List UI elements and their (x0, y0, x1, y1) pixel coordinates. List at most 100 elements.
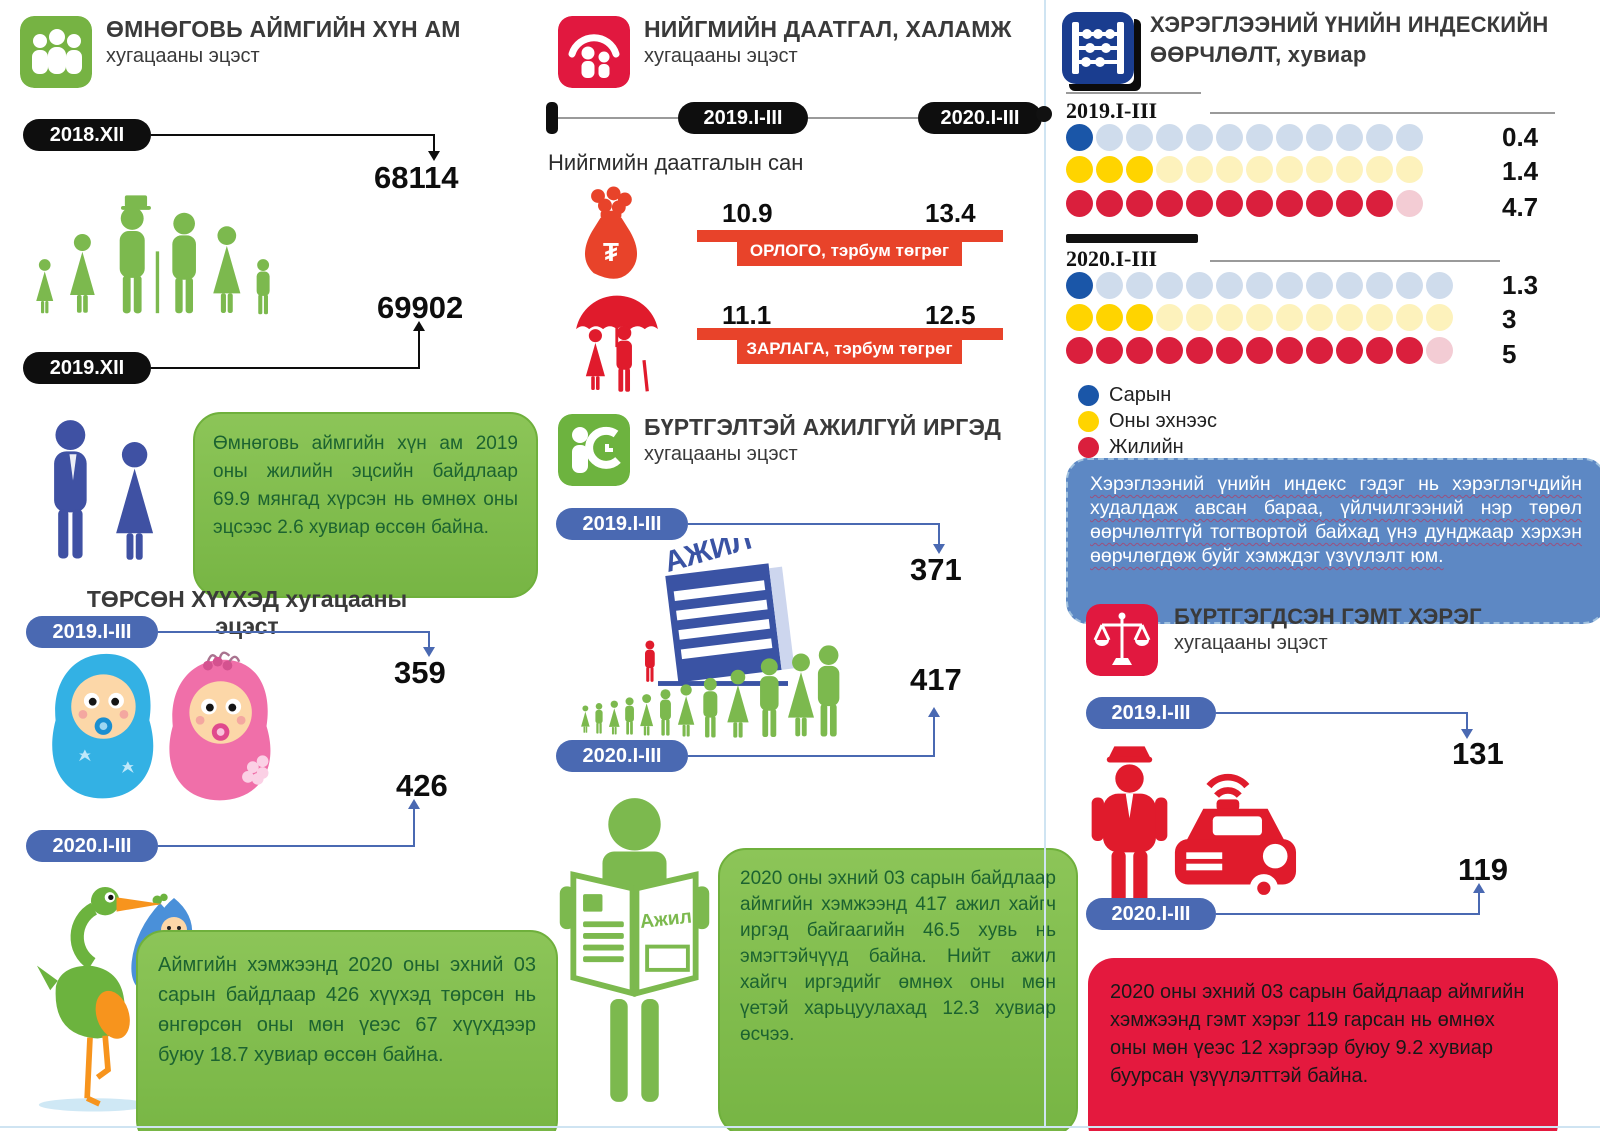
births-note-text: Аймгийн хэмжээнд 2020 оны эхний 03 сарын… (158, 954, 536, 1066)
population-header: ӨМНӨГОВЬ АЙМГИЙН ХҮН АМ хугацааны эцэст (20, 16, 461, 88)
cpi-title: ХЭРЭГЛЭЭНИЙ ҮНИЙН ИНДЕСКИЙН (1150, 12, 1549, 37)
cpi-period-2020: 2020.I-III (1066, 246, 1158, 271)
bottom-rule (0, 1126, 1600, 1128)
period-pill-2019-xii: 2019.XII (23, 352, 151, 384)
arrow-head-down (933, 544, 945, 554)
arrow-head-up (1473, 883, 1485, 893)
expense-2020-value: 12.5 (925, 300, 976, 330)
income-2019-value: 10.9 (722, 198, 773, 228)
arrow-line (158, 631, 430, 633)
arrow-line (688, 755, 935, 757)
crime-pill-2019: 2019.I-III (1086, 697, 1216, 729)
cpi-2020-ytd-value: 3 (1502, 304, 1517, 334)
newspaper-sign: Ажил (639, 906, 693, 933)
unemployed-header: БҮРТГЭЛТЭЙ АЖИЛГҮЙ ИРГЭД хугацааны эцэст (558, 414, 1001, 486)
unemployed-pill-2020: 2020.I-III (556, 740, 688, 772)
insurance-subtitle: хугацааны эцэст (644, 45, 798, 67)
arrow-head-up (413, 321, 425, 331)
baby-boy (52, 653, 154, 799)
arrow-head-down (423, 647, 435, 657)
cpi-rule (1066, 92, 1201, 94)
cpi-2020-yearly-value: 5 (1502, 339, 1517, 369)
baby-girl (169, 651, 271, 801)
justice-scales-icon (1086, 604, 1158, 676)
arrow-head-up (408, 799, 420, 809)
population-note-box: Өмнөговь аймгийн хүн ам 2019 оны жилийн … (193, 412, 538, 598)
births-note-box: Аймгийн хэмжээнд 2020 оны эхний 03 сарын… (136, 930, 558, 1131)
unemployed-2020-value: 417 (910, 662, 962, 697)
population-2018-value: 68114 (374, 160, 459, 195)
births-pill-2020: 2020.I-III (26, 830, 158, 862)
cpi-rule (1210, 112, 1555, 114)
legend-label-ytd: Оны эхнээс (1109, 410, 1217, 432)
timeline-start-cap (546, 102, 558, 134)
arrow-line (418, 330, 420, 367)
cpi-dots-2019-yearly (1066, 190, 1423, 217)
cpi-dots-2020-monthly (1066, 272, 1453, 299)
babies-illustration (52, 651, 271, 801)
column-divider (1044, 0, 1046, 1126)
crime-2020-value: 119 (1458, 852, 1509, 887)
cpi-rule (1210, 260, 1500, 262)
legend-label-monthly: Сарын (1109, 384, 1172, 406)
couple-silhouette (54, 420, 154, 560)
expense-ribbon-label: ЗАРЛАГА, тэрбум төгрөг (737, 334, 962, 364)
crime-pill-2020: 2020.I-III (1086, 898, 1216, 930)
tugrik-symbol: ₮ (603, 237, 619, 267)
population-subtitle: хугацааны эцэст (106, 45, 260, 67)
cpi-note-box: Хэрэглээний үнийн индекс гэдэг нь хэрэгл… (1066, 458, 1600, 624)
family-shelter-icon (558, 16, 630, 88)
births-2019-value: 359 (394, 655, 446, 690)
unemployed-pill-2019: 2019.I-III (556, 508, 688, 540)
legend-ytd: Оны эхнээс (1078, 410, 1217, 433)
unemployed-subtitle: хугацааны эцэст (644, 443, 798, 465)
legend-label-yearly: Жилийн (1109, 436, 1184, 458)
cpi-2020-monthly-value: 1.3 (1502, 270, 1539, 300)
legend-dot-red (1078, 437, 1099, 458)
timeline-line (808, 117, 918, 119)
cpi-period-2019: 2019.I-III (1066, 98, 1158, 123)
arrow-line (1466, 712, 1468, 730)
arrow-line (151, 367, 420, 369)
arrow-line (1216, 712, 1468, 714)
population-2019-value: 69902 (377, 290, 464, 325)
legend-monthly: Сарын (1078, 384, 1171, 407)
unemployed-note-box: 2020 оны эхний 03 сарын байдлаар аймгийн… (718, 848, 1078, 1131)
arrow-line (1478, 892, 1480, 913)
timeline-pill-2019: 2019.I-III (678, 102, 808, 134)
unemployed-title: БҮРТГЭЛТЭЙ АЖИЛГҮЙ ИРГЭД (644, 414, 1002, 440)
population-title: ӨМНӨГОВЬ АЙМГИЙН ХҮН АМ (106, 16, 461, 42)
cpi-dots-2019-monthly (1066, 124, 1423, 151)
cpi-subtitle: ӨӨРЧЛӨЛТ, хувиар (1150, 42, 1367, 67)
expense-2019-value: 11.1 (722, 300, 772, 330)
unemployed-2019-value: 371 (910, 552, 962, 587)
arrow-head-down (1461, 729, 1473, 739)
people-icon (20, 16, 92, 88)
arrow-line (688, 523, 940, 525)
cpi-bullet (1036, 106, 1052, 122)
abacus-icon (1062, 12, 1134, 84)
police-car-illustration (1091, 746, 1297, 906)
umbrella-elderly-icon (576, 295, 658, 392)
cpi-2019-yearly-value: 4.7 (1502, 192, 1539, 222)
insurance-title: НИЙГМИЙН ДААТГАЛ, ХАЛАМЖ (644, 16, 1012, 42)
arrow-line (933, 716, 935, 755)
crime-2019-value: 131 (1452, 736, 1504, 771)
arrow-head-down (428, 151, 440, 161)
arrow-line (151, 134, 435, 136)
crime-note-text: 2020 оны эхний 03 сарын байдлаар аймгийн… (1110, 981, 1525, 1087)
legend-yearly: Жилийн (1078, 436, 1184, 459)
arrow-line (413, 808, 415, 845)
legend-dot-yellow (1078, 411, 1099, 432)
cpi-dots-2020-ytd (1066, 304, 1453, 331)
fund-title: Нийгмийн даатгалын сан (548, 150, 804, 175)
births-title: ТӨРСӨН ХҮҮХЭД хугацааны эцэст (86, 586, 408, 639)
money-bag-icon: ₮ (584, 186, 638, 279)
cpi-note-text: Хэрэглээний үнийн индекс гэдэг нь хэрэгл… (1090, 473, 1582, 567)
crime-title: БҮРТГЭГДСЭН ГЭМТ ХЭРЭГ (1174, 604, 1482, 629)
family-silhouettes (36, 195, 270, 315)
cpi-header: ХЭРЭГЛЭЭНИЙ ҮНИЙН ИНДЕСКИЙН ӨӨРЧЛӨЛТ, ху… (1062, 12, 1548, 84)
population-note-text: Өмнөговь аймгийн хүн ам 2019 оны жилийн … (213, 433, 518, 538)
crime-note-box: 2020 оны эхний 03 сарын байдлаар аймгийн… (1088, 958, 1558, 1131)
